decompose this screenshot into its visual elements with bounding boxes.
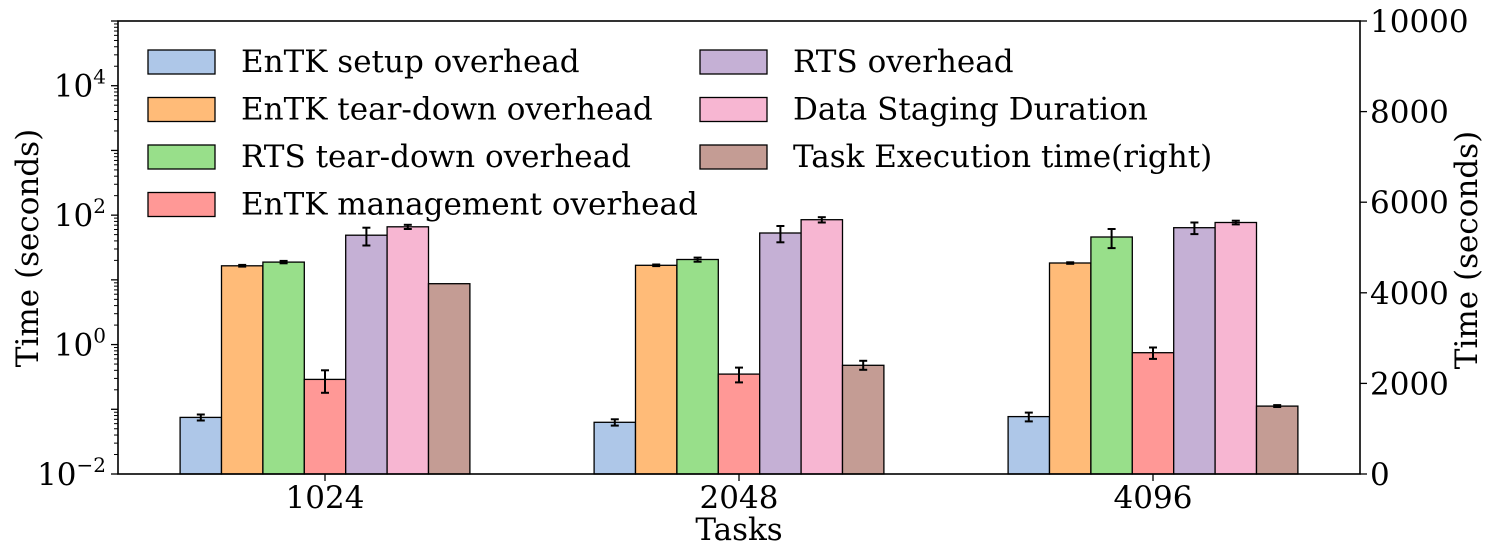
legend-label-data-staging-duration: Data Staging Duration bbox=[793, 92, 1148, 128]
right-y-axis-label: Time (seconds) bbox=[1449, 131, 1485, 369]
bar-entk-setup-overhead-2048 bbox=[593, 421, 637, 475]
right-tick-label: 6000 bbox=[1370, 185, 1449, 221]
legend: EnTK setup overhead EnTK tear-down overhe… bbox=[147, 44, 1212, 223]
bar-entk-setup-overhead-4096 bbox=[1007, 415, 1051, 475]
left-y-axis-label: Time (seconds) bbox=[10, 129, 46, 367]
bar-rts-tear-down-overhead-4096 bbox=[1090, 236, 1133, 475]
legend-swatch-entk-tear-down-overhead bbox=[147, 96, 216, 123]
bar-rts-overhead-1024 bbox=[345, 234, 388, 475]
bar-rts-overhead-4096 bbox=[1173, 227, 1216, 475]
bar-entk-management-overhead-2048 bbox=[717, 373, 761, 475]
right-tick-label: 4000 bbox=[1370, 276, 1449, 312]
legend-swatch-data-staging-duration bbox=[699, 96, 768, 123]
bar-rts-tear-down-overhead-2048 bbox=[676, 258, 719, 475]
bar-entk-management-overhead-1024 bbox=[303, 378, 347, 475]
legend-label-entk-tear-down-overhead: EnTK tear-down overhead bbox=[241, 92, 653, 128]
right-tick-label: 8000 bbox=[1370, 95, 1449, 131]
bar-rts-overhead-2048 bbox=[759, 232, 802, 475]
bar-entk-tear-down-overhead-4096 bbox=[1048, 262, 1092, 475]
bar-data-staging-duration-2048 bbox=[800, 219, 844, 475]
bar-data-staging-duration-1024 bbox=[386, 226, 430, 475]
left-tick-label: 102 bbox=[54, 194, 106, 234]
bar-task-execution-time-right-2048 bbox=[841, 364, 885, 475]
x-tick-label-2048: 2048 bbox=[700, 480, 779, 516]
bar-data-staging-duration-4096 bbox=[1214, 221, 1258, 475]
x-tick-label-4096: 4096 bbox=[1114, 480, 1193, 516]
bar-entk-management-overhead-4096 bbox=[1131, 352, 1175, 475]
legend-label-entk-setup-overhead: EnTK setup overhead bbox=[241, 44, 580, 80]
legend-swatch-entk-management-overhead bbox=[147, 191, 216, 218]
legend-swatch-entk-setup-overhead bbox=[147, 49, 216, 75]
bars-layer bbox=[179, 219, 1299, 475]
legend-label-rts-tear-down-overhead: RTS tear-down overhead bbox=[241, 139, 631, 175]
error-bars-layer bbox=[196, 216, 1282, 427]
legend-swatch-rts-overhead bbox=[699, 49, 768, 75]
x-axis: 1024 2048 4096 bbox=[286, 474, 1193, 516]
legend-label-task-execution-time-right: Task Execution time(right) bbox=[793, 139, 1212, 175]
right-tick-label: 2000 bbox=[1370, 366, 1449, 402]
right-tick-label: 10000 bbox=[1370, 4, 1469, 40]
left-axis: 10−2 100 102 104 bbox=[37, 20, 118, 493]
bar-entk-tear-down-overhead-1024 bbox=[220, 265, 264, 475]
legend-label-rts-overhead: RTS overhead bbox=[793, 44, 1014, 80]
x-axis-label: Tasks bbox=[695, 512, 782, 548]
bar-entk-tear-down-overhead-2048 bbox=[634, 264, 678, 475]
bar-entk-setup-overhead-1024 bbox=[179, 416, 223, 475]
bar-task-execution-time-right-4096 bbox=[1255, 405, 1299, 475]
legend-swatch-task-execution-time-right bbox=[699, 144, 768, 170]
bar-task-execution-time-right-1024 bbox=[427, 283, 471, 475]
bar-rts-tear-down-overhead-1024 bbox=[262, 261, 305, 475]
left-tick-label: 10−2 bbox=[37, 453, 106, 493]
right-tick-label: 0 bbox=[1370, 457, 1390, 493]
x-tick-label-1024: 1024 bbox=[286, 480, 365, 516]
legend-label-entk-management-overhead: EnTK management overhead bbox=[241, 187, 698, 223]
left-tick-label: 104 bbox=[54, 65, 106, 105]
left-tick-label: 100 bbox=[54, 324, 106, 364]
right-axis: 0 2000 4000 6000 8000 10000 bbox=[1360, 4, 1469, 493]
legend-swatch-rts-tear-down-overhead bbox=[147, 144, 216, 170]
